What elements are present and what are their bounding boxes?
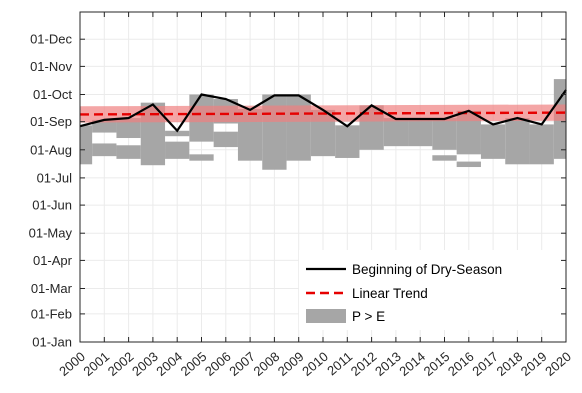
y-tick-label: 01-Dec <box>30 32 72 47</box>
pe-bar-2011 <box>335 125 360 158</box>
y-tick-label: 01-Apr <box>33 253 73 268</box>
y-tick-label: 01-Mar <box>31 281 73 296</box>
dry-season-line-layer <box>79 89 567 133</box>
y-tick-label: 01-Jul <box>37 170 73 185</box>
pe-bar-2006 <box>213 131 238 148</box>
legend-label-dry-season: Beginning of Dry-Season <box>352 262 502 277</box>
pe-bar-2001 <box>92 143 117 157</box>
pe-bar-2002 <box>116 118 141 139</box>
y-tick-label: 01-Feb <box>31 306 72 321</box>
pe-bar-2017 <box>480 124 506 159</box>
pe-bar-2013 <box>383 118 409 147</box>
dry-season-line <box>79 89 567 133</box>
legend: Beginning of Dry-Season Linear Trend P >… <box>299 250 561 330</box>
pe-bar-2001 <box>92 119 117 133</box>
pe-bar-2019 <box>529 124 554 165</box>
x-tick-label: 2011 <box>324 349 355 378</box>
pe-bar-2016 <box>456 161 481 168</box>
pe-bar-2005 <box>189 154 214 161</box>
pe-bar-2009 <box>286 94 311 161</box>
pe-bar-2015 <box>432 118 457 150</box>
pe-bar-2004 <box>165 130 190 137</box>
y-tick-label: 01-Jan <box>32 335 72 350</box>
trend-line-layer <box>79 111 567 116</box>
legend-label-linear-trend: Linear Trend <box>352 286 428 301</box>
x-tick-label: 2020 <box>542 349 574 379</box>
legend-swatch-pe <box>306 309 346 323</box>
y-tick-label: 01-Aug <box>30 142 72 157</box>
linear-trend-line <box>79 111 567 116</box>
y-tick-label: 01-Oct <box>33 87 72 102</box>
pe-bar-2000 <box>80 125 93 165</box>
y-tick-label: 01-Sep <box>30 114 72 129</box>
y-tick-label: 01-Nov <box>30 59 72 74</box>
pe-bar-2018 <box>505 118 530 165</box>
y-tick-label: 01-Jun <box>32 198 72 213</box>
legend-label-pe: P > E <box>352 309 385 324</box>
pe-bar-2015 <box>432 155 457 161</box>
pe-bar-2014 <box>408 118 433 147</box>
y-axis-ticks: 01-Jan 01-Feb 01-Mar 01-Apr 01-May 01-Jun 01-J… <box>29 32 566 350</box>
pe-bar-2002 <box>116 145 141 159</box>
y-tick-label: 01-May <box>29 226 73 241</box>
pe-bar-2004 <box>165 141 190 159</box>
